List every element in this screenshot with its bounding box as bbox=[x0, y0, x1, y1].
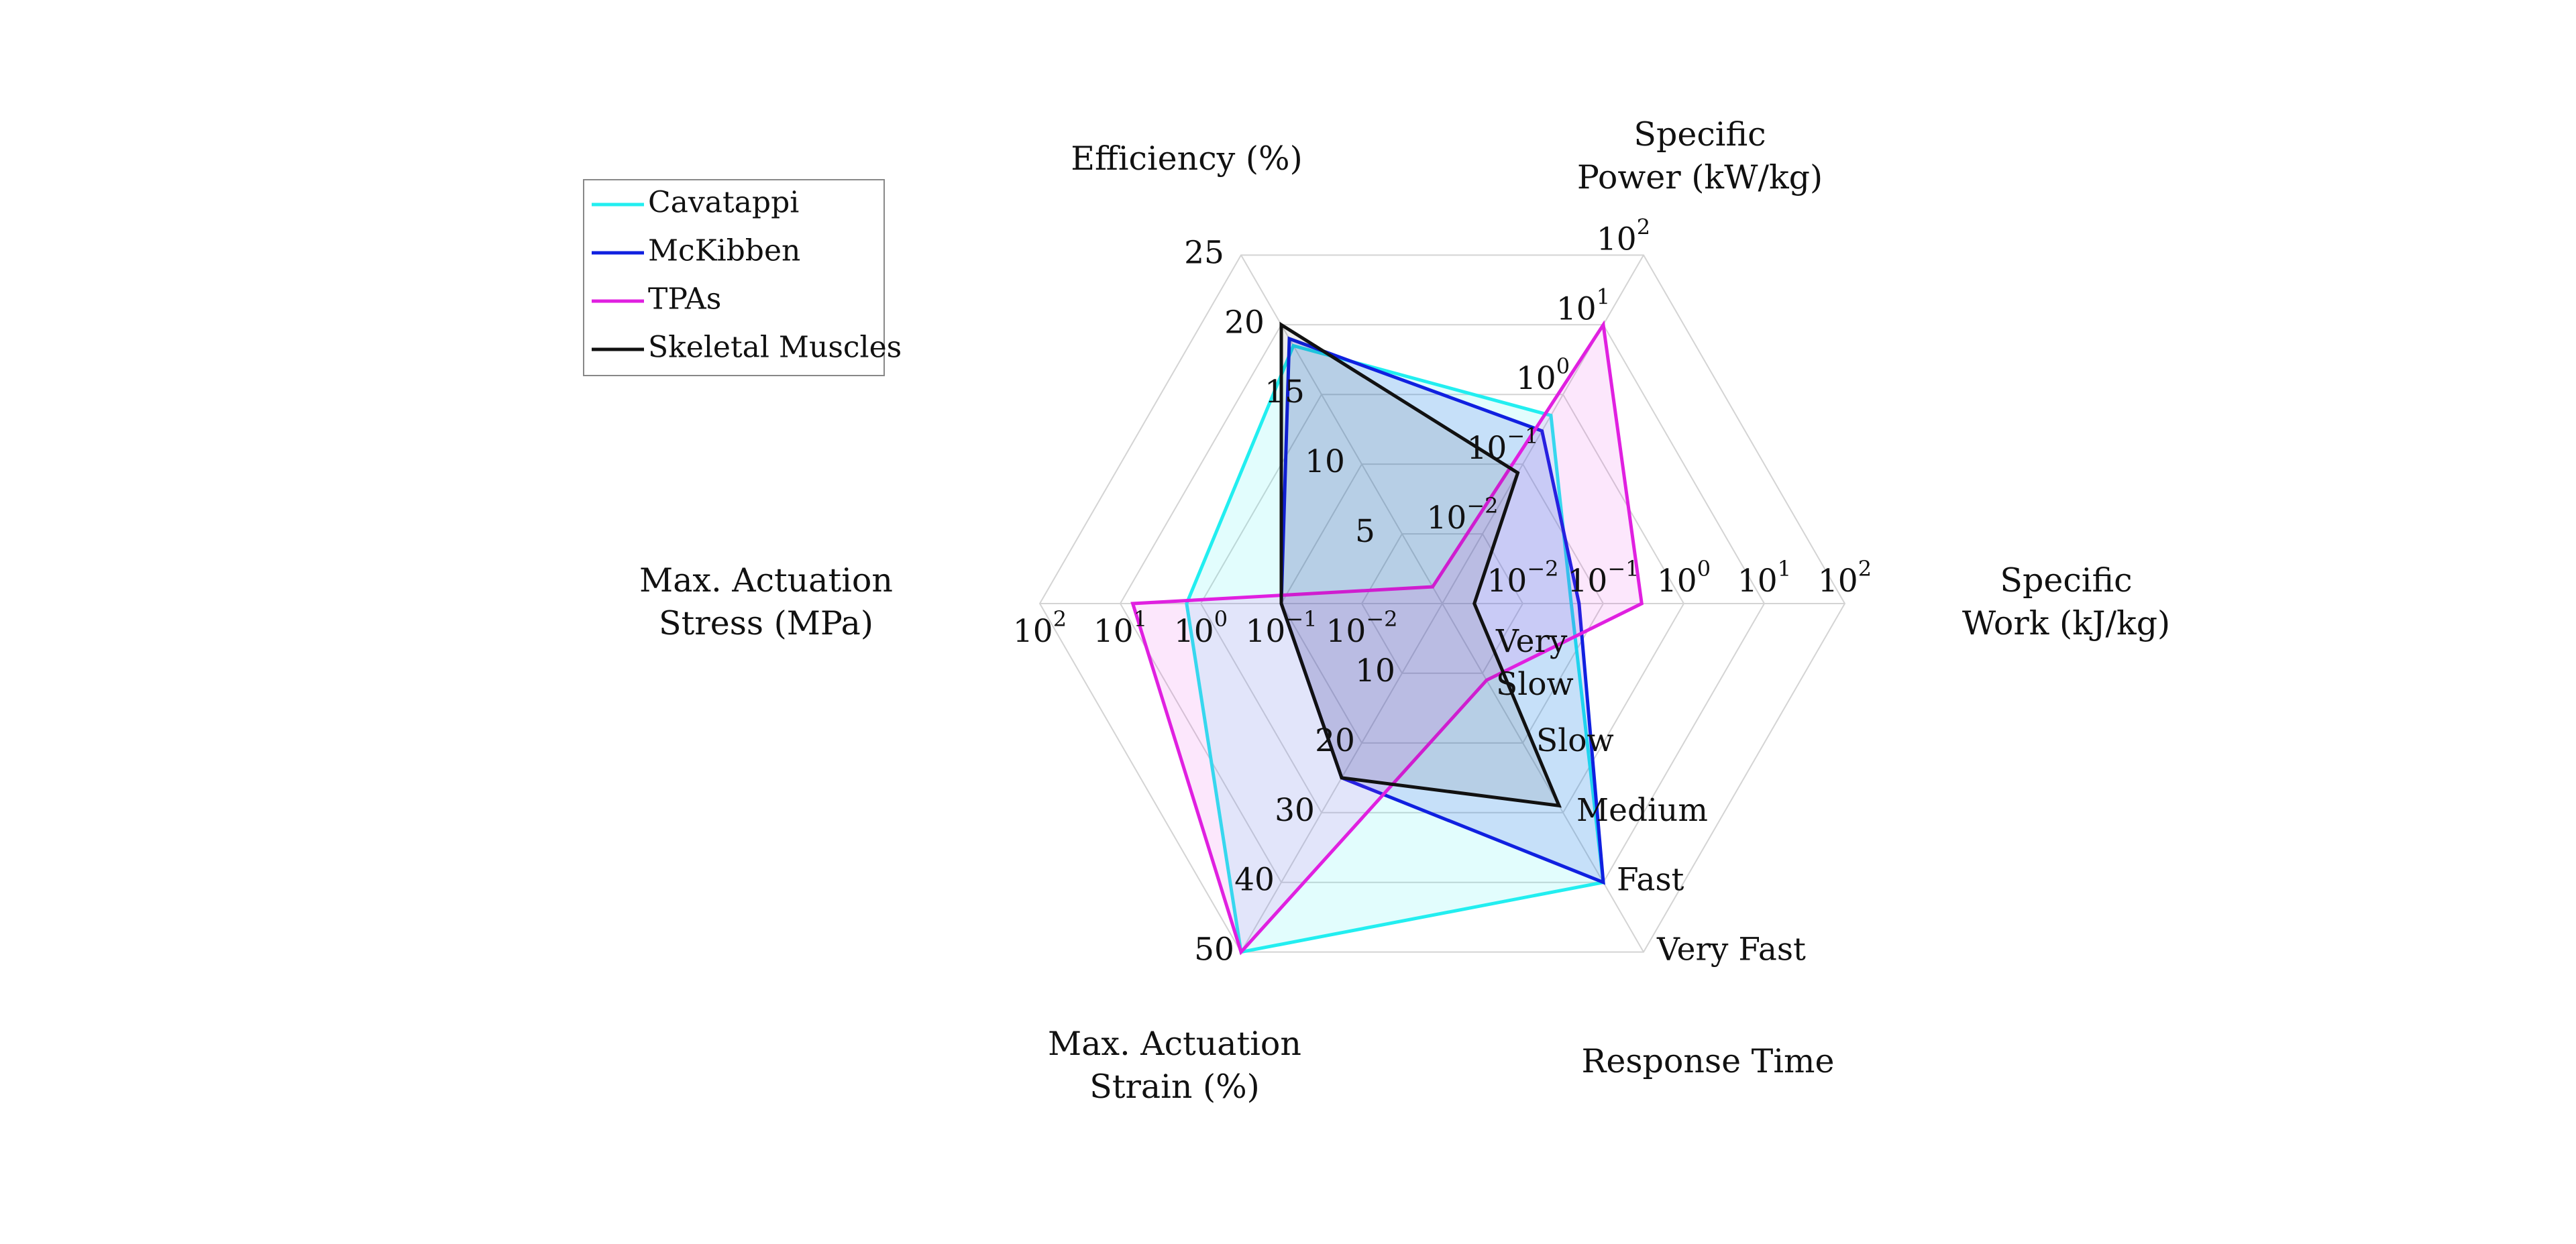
tick-max_actuation_stress-3: 100 bbox=[1174, 606, 1228, 651]
tick-specific_power-5: 102 bbox=[1597, 214, 1650, 258]
legend-label: Cavatappi bbox=[648, 186, 799, 220]
tick-efficiency-2: 10 bbox=[1305, 443, 1345, 480]
axis-title-max_actuation_stress: Max. Actuation Stress (MPa) bbox=[639, 561, 893, 642]
tick-max_actuation_strain-2: 20 bbox=[1315, 722, 1355, 759]
tick-max_actuation_stress-1: 10−2 bbox=[1326, 606, 1398, 651]
grid-spoke bbox=[1240, 254, 1443, 604]
axis-title-max_actuation_strain: Max. Actuation Strain (%) bbox=[1048, 1025, 1301, 1106]
tick-max_actuation_stress-2: 10−1 bbox=[1246, 606, 1318, 651]
tick-specific_power-4: 101 bbox=[1556, 284, 1610, 328]
tick-efficiency-3: 15 bbox=[1265, 374, 1305, 410]
tick-specific_work-3: 100 bbox=[1657, 556, 1711, 600]
tick-response_time-5: Very Fast bbox=[1656, 931, 1806, 968]
legend-box bbox=[583, 179, 885, 376]
grid-spoke bbox=[1442, 254, 1644, 604]
legend-label: Skeletal Muscles bbox=[648, 331, 902, 365]
axis-title-specific_work: Specific Work (kJ/kg) bbox=[1962, 561, 2170, 642]
tick-max_actuation_stress-5: 102 bbox=[1013, 606, 1067, 651]
axis-title-efficiency: Efficiency (%) bbox=[1071, 139, 1302, 178]
tick-efficiency-4: 20 bbox=[1224, 304, 1265, 341]
tick-specific_power-1: 10−2 bbox=[1427, 493, 1499, 537]
tick-specific_power-2: 10−1 bbox=[1467, 423, 1539, 467]
tick-response_time-2: Slow bbox=[1536, 722, 1614, 759]
tick-response_time-4: Fast bbox=[1617, 862, 1684, 899]
tick-response_time-3: Medium bbox=[1576, 792, 1708, 829]
tick-max_actuation_stress-4: 101 bbox=[1093, 606, 1147, 651]
tick-specific_work-5: 102 bbox=[1818, 556, 1872, 600]
axis-title-response_time: Response Time bbox=[1582, 1041, 1835, 1080]
axis-title-specific_power: Specific Power (kW/kg) bbox=[1577, 115, 1823, 196]
tick-max_actuation_strain-4: 40 bbox=[1234, 862, 1275, 899]
tick-max_actuation_strain-1: 10 bbox=[1355, 653, 1395, 689]
legend: Cavatappi McKibben TPAs Skeletal Muscles bbox=[583, 179, 902, 376]
tick-efficiency-1: 5 bbox=[1355, 513, 1375, 550]
tick-efficiency-5: 25 bbox=[1184, 234, 1224, 271]
tick-max_actuation_strain-5: 50 bbox=[1194, 931, 1234, 968]
axis-titles: Efficiency (%) Specific Power (kW/kg) Speci… bbox=[639, 115, 2170, 1105]
tick-specific_power-3: 100 bbox=[1516, 353, 1570, 398]
tick-response_time-1: Very Slow bbox=[1495, 623, 1574, 703]
tick-specific_work-1: 10−2 bbox=[1487, 556, 1559, 600]
tick-specific_work-2: 10−1 bbox=[1568, 556, 1640, 600]
grid-spoke bbox=[1442, 603, 1644, 953]
legend-label: McKibben bbox=[648, 234, 800, 268]
series-polygons bbox=[1130, 320, 1644, 956]
series-skeletal-muscles bbox=[1279, 321, 1562, 808]
legend-label: TPAs bbox=[648, 282, 721, 317]
tick-specific_work-4: 101 bbox=[1737, 556, 1791, 600]
tick-max_actuation_strain-3: 30 bbox=[1275, 792, 1315, 829]
